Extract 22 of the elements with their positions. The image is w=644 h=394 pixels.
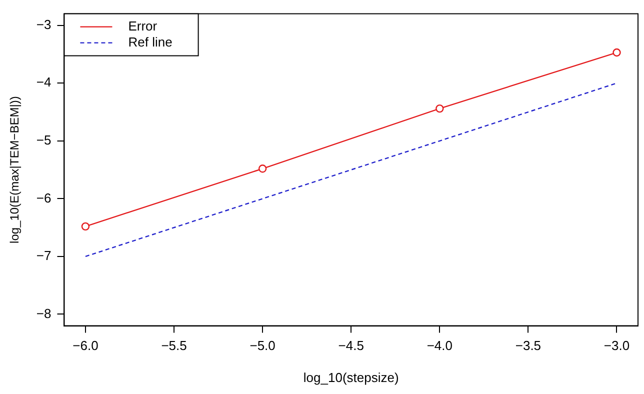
x-tick-label: −3.5 [515,338,542,354]
x-tick-label: −5.0 [250,338,276,354]
y-tick-label: −8 [36,306,52,321]
point [436,104,444,113]
y-tick-label: −6 [36,190,52,206]
y-tick-label: −4 [36,74,52,90]
y-tick-label: −3 [36,16,52,32]
x-tick-label: −4.0 [426,338,452,354]
y-tick-label: −5 [36,132,52,148]
point [258,164,267,173]
legend-label: Ref line [128,34,172,50]
x-tick-label: −4.5 [338,338,364,354]
point [612,48,621,57]
y-tick-label: −7 [36,248,52,264]
legend-label: Error [128,18,158,34]
x-tick-label: −5.5 [161,338,187,354]
x-axis-title: log_10(stepsize) [303,370,399,385]
x-tick-label: −3.0 [604,338,630,354]
x-tick-label: −6.0 [72,338,98,354]
y-axis-title: log_10(E(max|TEM−BEM|)) [8,96,22,244]
line-series [84,82,618,258]
point [81,222,90,231]
